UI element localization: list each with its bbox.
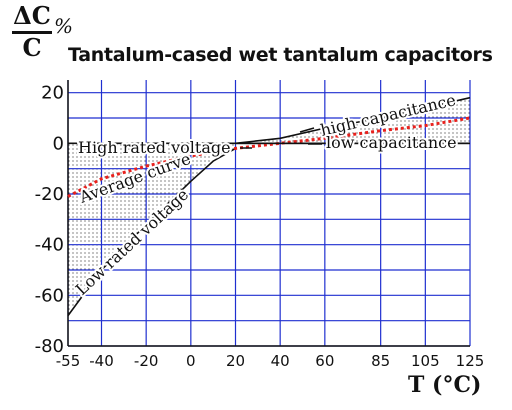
x-tick-label: -40: [89, 352, 114, 370]
x-tick-label: 0: [186, 352, 196, 370]
series-line-average-curve: [67, 116, 471, 198]
annotation-high-rated-voltage-text: High rated voltage: [78, 138, 231, 157]
series-line-high-capacitance: [235, 96, 471, 145]
x-tick-label: 85: [371, 352, 390, 370]
y-axis-label-denominator: C: [22, 33, 42, 62]
y-tick-label: -40: [35, 235, 64, 256]
x-tick-label: 105: [411, 352, 440, 370]
chart-title: Tantalum-cased wet tantalum capacitors: [68, 44, 493, 66]
x-tick-label: 20: [226, 352, 245, 370]
y-axis-unit: %: [54, 14, 74, 38]
x-tick-label: 60: [315, 352, 334, 370]
annotation-high-rated-voltage-halo: High rated voltage: [78, 138, 231, 157]
annotation-low-capacitance-halo: low capacitance: [326, 133, 457, 152]
series-line-low-rated-voltage: [67, 147, 236, 317]
annotation-low-capacitance-text: low capacitance: [326, 133, 457, 152]
x-tick-label: -55: [56, 352, 81, 370]
tolerance-band-low-temp: [68, 143, 236, 316]
y-axis-label-numerator: ΔC: [12, 2, 52, 34]
y-tick-label: 0: [53, 133, 64, 154]
x-tick-label: 40: [271, 352, 290, 370]
x-axis-label: T (°C): [408, 372, 482, 398]
label-leader-high-capacitance: [299, 127, 315, 133]
y-tick-label: -80: [35, 336, 64, 357]
y-tick-label: -20: [35, 184, 64, 205]
tolerance-band-high-temp: [235, 97, 470, 144]
y-tick-label: 20: [41, 83, 64, 104]
x-tick-label: -20: [134, 352, 159, 370]
y-tick-label: -60: [35, 285, 64, 306]
x-tick-label: 125: [456, 352, 485, 370]
y-axis-label: ΔC C: [12, 2, 52, 62]
